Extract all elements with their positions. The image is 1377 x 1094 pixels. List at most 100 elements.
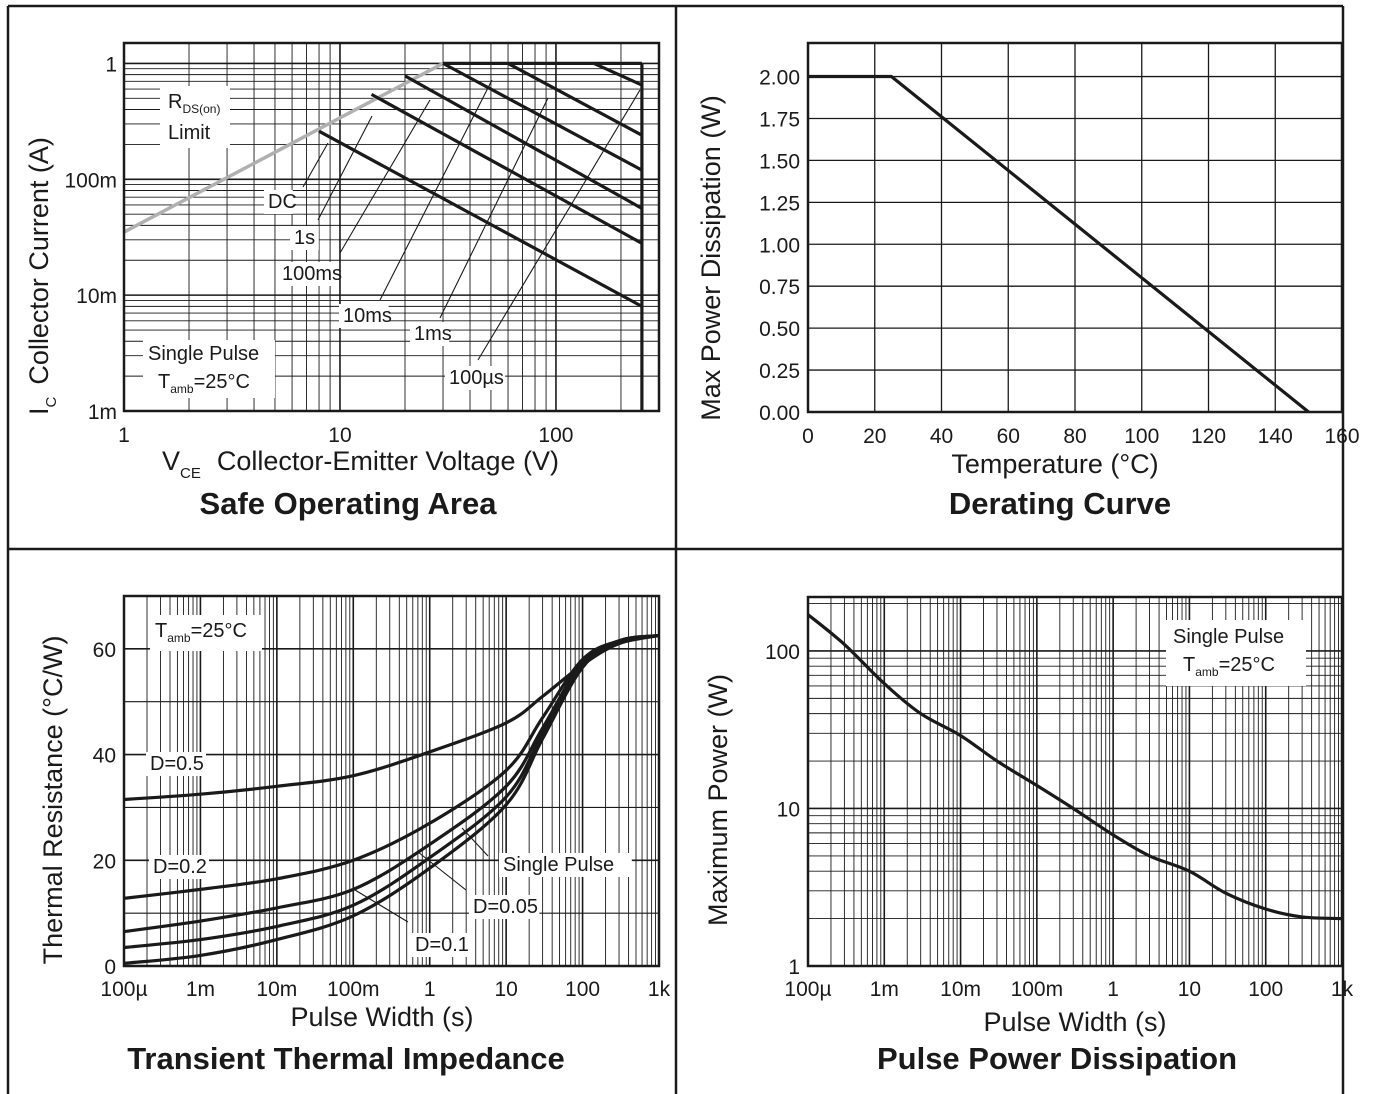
soa-title: Safe Operating Area bbox=[200, 486, 498, 521]
ppd-y-tick: 1 bbox=[788, 956, 800, 979]
rds-label-main: R bbox=[168, 91, 182, 113]
soa-y-tick: 10m bbox=[76, 285, 117, 308]
soa-y-tick: 100m bbox=[64, 169, 117, 192]
derating-x-tick: 0 bbox=[802, 425, 814, 448]
derating-y-tick: 2.00 bbox=[759, 67, 800, 90]
soa-x-tick: 10 bbox=[328, 424, 351, 447]
soa-label-100s: 100µs bbox=[449, 367, 504, 389]
ppd-y-ticks: 1 10 100 bbox=[765, 641, 800, 979]
tti-line-d05 bbox=[123, 634, 660, 802]
tti-y-tick: 60 bbox=[93, 639, 116, 662]
tti-label-d05-bg bbox=[146, 752, 206, 776]
soa-leader-1s bbox=[317, 115, 373, 221]
tti-series bbox=[123, 634, 660, 965]
tti-y-ticks: 0 20 40 60 bbox=[93, 639, 116, 979]
ppd-tamb-sub: amb bbox=[1195, 665, 1219, 679]
safe-operating-area-chart: 1 10 100 1 100m 10m 1m RDS(on) Limit Single P… bbox=[24, 41, 661, 521]
soa-label-1s-bg bbox=[290, 226, 319, 250]
derating-x-tick: 100 bbox=[1124, 425, 1159, 448]
svg-text:RDS(on): RDS(on) bbox=[168, 91, 220, 116]
rds-label-sub: DS(on) bbox=[182, 102, 220, 116]
ppd-x-label: Pulse Width (s) bbox=[983, 1007, 1166, 1037]
soa-leader-100ms bbox=[339, 99, 431, 254]
soa-y-label-sub: C bbox=[43, 396, 60, 407]
panel-frame bbox=[6, 4, 1345, 1094]
soa-x-ticks: 1 10 100 bbox=[118, 424, 573, 447]
soa-y-tick: 1m bbox=[88, 401, 117, 424]
tti-y-label: Thermal Resistance (°C/W) bbox=[38, 636, 68, 965]
derating-line bbox=[808, 74, 1310, 414]
tti-curve-labels: D=0.5 D=0.2 Single Pulse D=0.05D=0.1 bbox=[146, 752, 632, 957]
soa-label-DC-bg bbox=[264, 190, 293, 214]
ppd-title: Pulse Power Dissipation bbox=[877, 1041, 1237, 1076]
derating-curve-chart: 0 20 40 60 80 100 120 140 160 0.00 0.25 0.50 0.75 1.… bbox=[696, 41, 1360, 521]
tti-label-d02: D=0.2 bbox=[153, 856, 207, 878]
tti-label-single-pulse: Single Pulse bbox=[503, 854, 614, 876]
derating-y-tick: 1.75 bbox=[759, 108, 800, 131]
rds-limit-line bbox=[123, 61, 444, 234]
soa-y-label-rest: Collector Current (A) bbox=[24, 137, 54, 385]
soa-line-DC bbox=[318, 129, 643, 308]
soa-series bbox=[123, 61, 644, 411]
soa-label-1ms-bg bbox=[410, 322, 450, 346]
tti-x-tick: 1 bbox=[424, 978, 436, 1001]
soa-single-pulse: Single Pulse bbox=[148, 343, 259, 365]
soa-pulse-label: Single Pulse Tamb=25°C bbox=[143, 340, 275, 398]
derating-y-tick: 1.00 bbox=[759, 234, 800, 257]
derating-plot-border bbox=[806, 41, 1344, 414]
tti-x-tick: 1m bbox=[186, 978, 215, 1001]
tti-plot-border bbox=[122, 594, 661, 968]
tti-x-tick: 100 bbox=[565, 978, 600, 1001]
tti-y-tick: 0 bbox=[104, 956, 116, 979]
tti-label-d005-bg bbox=[469, 895, 540, 919]
ppd-tamb-rest: =25°C bbox=[1219, 654, 1275, 676]
tti-label-d01: D=0.1 bbox=[415, 934, 469, 956]
soa-line-1s bbox=[370, 92, 643, 245]
tti-leader-2 bbox=[354, 889, 409, 923]
ppd-tamb-main: T bbox=[1183, 654, 1195, 676]
soa-x-tick: 100 bbox=[538, 424, 573, 447]
derating-title: Derating Curve bbox=[949, 486, 1171, 521]
tti-x-tick: 100m bbox=[327, 978, 380, 1001]
derating-grid bbox=[807, 43, 1343, 413]
soa-label-1ms: 1ms bbox=[414, 323, 452, 345]
tti-x-ticks: 100µ 1m 10m 100m 1 10 100 1k bbox=[100, 978, 670, 1001]
derating-y-ticks: 0.00 0.25 0.50 0.75 1.00 1.25 1.50 1.75 2.00 bbox=[759, 67, 800, 425]
derating-y-tick: 0.50 bbox=[759, 318, 800, 341]
tti-y-tick: 40 bbox=[93, 745, 116, 768]
soa-y-label: IC Collector Current (A) bbox=[24, 137, 60, 415]
soa-y-tick: 1 bbox=[105, 53, 117, 76]
soa-label-10ms: 10ms bbox=[343, 305, 392, 327]
derating-x-tick: 20 bbox=[863, 425, 886, 448]
svg-text:Tamb=25°C: Tamb=25°C bbox=[158, 371, 250, 396]
soa-leader-1ms bbox=[439, 97, 549, 319]
tti-y-tick: 20 bbox=[93, 850, 116, 873]
soa-label-10ms-bg bbox=[339, 304, 389, 328]
ppd-x-tick: 1m bbox=[870, 978, 899, 1001]
tti-x-tick: 10 bbox=[494, 978, 517, 1001]
ppd-x-tick: 100 bbox=[1248, 978, 1283, 1001]
derating-y-label: Max Power Dissipation (W) bbox=[696, 95, 726, 421]
ppd-pulse-label: Single Pulse Tamb=25°C bbox=[1166, 620, 1306, 686]
soa-x-label-rest: Collector-Emitter Voltage (V) bbox=[217, 446, 559, 476]
soa-tamb-main: T bbox=[158, 371, 170, 393]
derating-x-label: Temperature (°C) bbox=[951, 449, 1158, 479]
soa-y-ticks: 1 100m 10m 1m bbox=[64, 53, 117, 424]
ppd-x-tick: 1k bbox=[1331, 978, 1354, 1001]
ppd-y-tick: 100 bbox=[765, 641, 800, 664]
soa-line-10ms bbox=[442, 61, 643, 172]
tti-tamb-main: T bbox=[155, 620, 167, 642]
tti-leader-0 bbox=[461, 827, 489, 857]
tti-leader-1 bbox=[417, 851, 467, 891]
tti-x-tick: 1k bbox=[648, 978, 671, 1001]
tti-label-d05: D=0.5 bbox=[150, 753, 204, 775]
soa-label-100s-bg bbox=[445, 366, 505, 390]
soa-leader-DC bbox=[302, 142, 329, 188]
derating-y-tick: 1.25 bbox=[759, 192, 800, 215]
soa-tamb-rest: =25°C bbox=[194, 371, 250, 393]
soa-line-100s bbox=[593, 61, 643, 87]
derating-x-tick: 140 bbox=[1258, 425, 1293, 448]
ppd-x-tick: 100µ bbox=[784, 978, 831, 1001]
